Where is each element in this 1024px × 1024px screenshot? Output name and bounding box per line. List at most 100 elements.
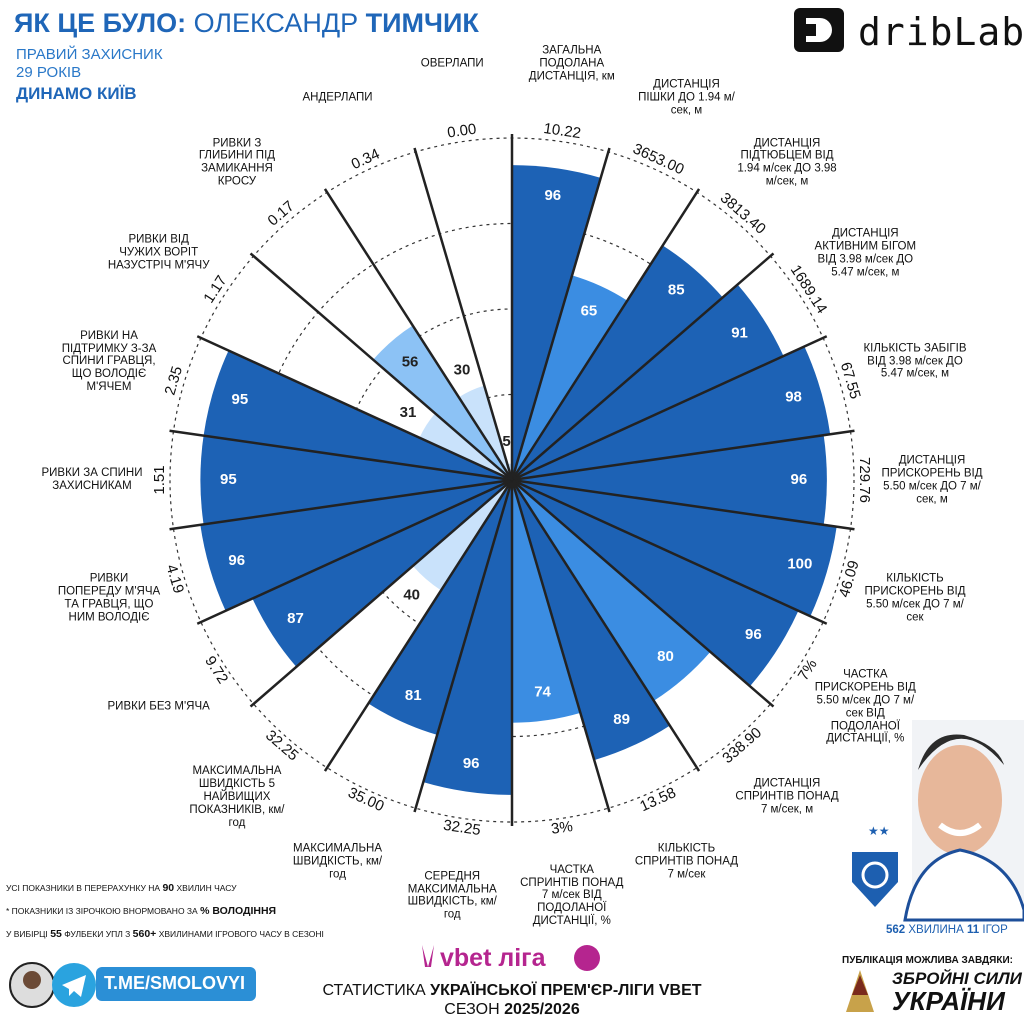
value-label: 87 <box>287 610 304 627</box>
value-label: 96 <box>791 471 808 488</box>
category-label: РИВКИ ПОПЕРЕДУ М'ЯЧА ТА ГРАВЦЯ, ЩО НИМ В… <box>57 572 161 624</box>
category-label: МАКСИМАЛЬНА ШВИДКІСТЬ 5 НАЙВИЩИХ ПОКАЗНИ… <box>189 765 285 829</box>
category-label: РИВКИ НА ПІДТРИМКУ З-ЗА СПИНИ ГРАВЦЯ, ЩО… <box>61 329 157 393</box>
season-text: СЕЗОН <box>444 1001 500 1018</box>
separator <box>196 478 513 625</box>
category-label: ЧАСТКА СПРИНТІВ ПОНАД 7 м/сек ВІД ПОДОЛА… <box>520 863 624 928</box>
stats-text: УКРАЇНСЬКОЇ ПРЕМ'ЄР-ЛІГИ VBET <box>430 982 702 999</box>
value-label: 65 <box>581 303 598 320</box>
raw-value: 3653.00 <box>630 140 686 178</box>
raw-value: 3% <box>550 818 574 838</box>
raw-value: 46.09 <box>836 559 863 600</box>
title-part: ТИМЧИК <box>365 8 479 38</box>
separator <box>511 478 855 531</box>
slice <box>512 480 670 761</box>
category-label: КІЛЬКІСТЬ ЗАБІГІВ ВІД 3.98 м/сек ДО 5.47… <box>863 342 967 381</box>
minutes-text: ХВИЛИНА <box>908 924 964 936</box>
value-label: 98 <box>785 388 802 405</box>
category-label: ЗАГАЛЬНА ПОДОЛАНА ДИСТАНЦІЯ, км <box>528 44 615 83</box>
category-label: АНДЕРЛАПИ <box>302 91 373 104</box>
value-label: 96 <box>463 755 480 772</box>
stats-line: СТАТИСТИКА УКРАЇНСЬКОЇ ПРЕМ'ЄР-ЛІГИ VBET <box>0 982 1024 1000</box>
note-number: % ВОЛОДІННЯ <box>200 905 277 917</box>
raw-value: 67.55 <box>837 360 864 401</box>
value-label: 100 <box>787 555 812 572</box>
title: ЯК ЦЕ БУЛО: ОЛЕКСАНДР ТИМЧИК <box>14 8 479 39</box>
category-label: ОВЕРЛАПИ <box>420 57 484 70</box>
value-label: 96 <box>228 552 245 569</box>
category-label: РИВКИ З ГЛИБИНИ ПІД ЗАМИКАННЯ КРОСУ <box>198 136 276 188</box>
value-label: 30 <box>454 361 471 378</box>
trident <box>846 970 874 1012</box>
value-label: 56 <box>402 353 419 370</box>
club-logo: ★★ <box>852 824 898 907</box>
category-label: ДИСТАНЦІЯ ПІШКИ ДО 1.94 м/сек, м <box>638 78 735 117</box>
slice <box>512 275 628 480</box>
value-label: 31 <box>400 404 417 421</box>
separator <box>169 429 513 482</box>
stats-text: СТАТИСТИКА <box>322 982 426 999</box>
value-label: 96 <box>745 626 762 643</box>
raw-value: 1.17 <box>200 273 230 307</box>
category-label: СЕРЕДНЯ МАКСИМАЛЬНА ШВИДКІСТЬ, км/год <box>407 869 497 921</box>
slice <box>412 480 512 591</box>
slice <box>200 480 513 611</box>
raw-value: 338.90 <box>719 724 765 767</box>
category-label: ДИСТАНЦІЯ АКТИВНИМ БІГОМ ВІД 3.98 м/сек … <box>814 227 917 278</box>
value-label: 95 <box>232 391 249 408</box>
value-label: 74 <box>534 684 551 701</box>
value-label: 91 <box>731 325 748 342</box>
value-label: 96 <box>544 187 561 204</box>
raw-value: 729.76 <box>856 457 873 503</box>
separator <box>249 252 513 481</box>
note-text: ФУЛБЕКИ УПЛ З <box>64 929 131 939</box>
separator <box>413 147 514 481</box>
slice <box>512 435 827 525</box>
sponsor-line: ЗБРОЙНІ СИЛИ <box>892 969 1022 988</box>
value-label: 81 <box>405 687 422 704</box>
slice <box>512 284 784 480</box>
raw-value: 4.19 <box>162 563 187 596</box>
slice <box>203 350 512 480</box>
slice <box>512 480 837 617</box>
raw-value: 2.35 <box>161 364 186 397</box>
raw-value: 0.00 <box>446 121 477 142</box>
category-label: ДИСТАНЦІЯ ПРИСКОРЕНЬ ВІД 5.50 м/сек ДО 7… <box>881 454 983 505</box>
sponsor-caption: ПУБЛІКАЦІЯ МОЖЛИВА ЗАВДЯКИ: <box>842 955 1013 966</box>
note-text: ХВИЛИН ЧАСУ <box>176 883 237 893</box>
raw-value: 9.72 <box>201 653 231 687</box>
note-text: У ВИБІРЦІ <box>6 929 48 939</box>
separator <box>511 478 828 625</box>
separator <box>169 478 513 531</box>
season-text: 2025/2026 <box>504 1001 580 1018</box>
slice <box>373 325 512 480</box>
category-label: РИВКИ БЕЗ М'ЯЧА <box>107 700 210 713</box>
slice <box>512 346 831 480</box>
slice <box>512 480 711 701</box>
separator <box>510 479 701 772</box>
note-text: * ПОКАЗНИКИ ІЗ ЗІРОЧКОЮ ВНОРМОВАНО ЗА <box>6 906 198 916</box>
raw-value: 0.17 <box>265 198 298 230</box>
club: ДИНАМО КИЇВ <box>16 84 137 103</box>
value-label: 85 <box>668 281 685 298</box>
value-label: 40 <box>403 587 420 604</box>
separator <box>511 252 775 481</box>
separator <box>510 147 611 481</box>
separator <box>510 479 611 813</box>
category-label: МАКСИМАЛЬНА ШВИДКІСТЬ, км/год <box>292 842 383 881</box>
category-label: РИВКИ ЗА СПИНИ ЗАХИСНИКАМ <box>41 467 143 492</box>
raw-value: 32.25 <box>442 817 482 839</box>
slice <box>512 480 799 687</box>
raw-value: 1.51 <box>151 465 168 494</box>
slice <box>368 480 512 735</box>
brand: dribLab <box>858 10 1024 54</box>
minutes-text: ІГОР <box>982 924 1008 936</box>
title-part: ЯК ЦЕ БУЛО: <box>14 8 187 38</box>
category-label: КІЛЬКІСТЬ ПРИСКОРЕНЬ ВІД 5.50 м/сек ДО 7… <box>864 572 966 624</box>
note-number: 560+ <box>132 928 157 940</box>
telegram-link[interactable]: T.ME/SMOLOVYI <box>104 973 246 993</box>
slice <box>252 480 512 667</box>
category-label: ДИСТАНЦІЯ СПРИНТІВ ПОНАД 7 м/сек, м <box>735 778 839 816</box>
note-number: 55 <box>50 928 62 940</box>
